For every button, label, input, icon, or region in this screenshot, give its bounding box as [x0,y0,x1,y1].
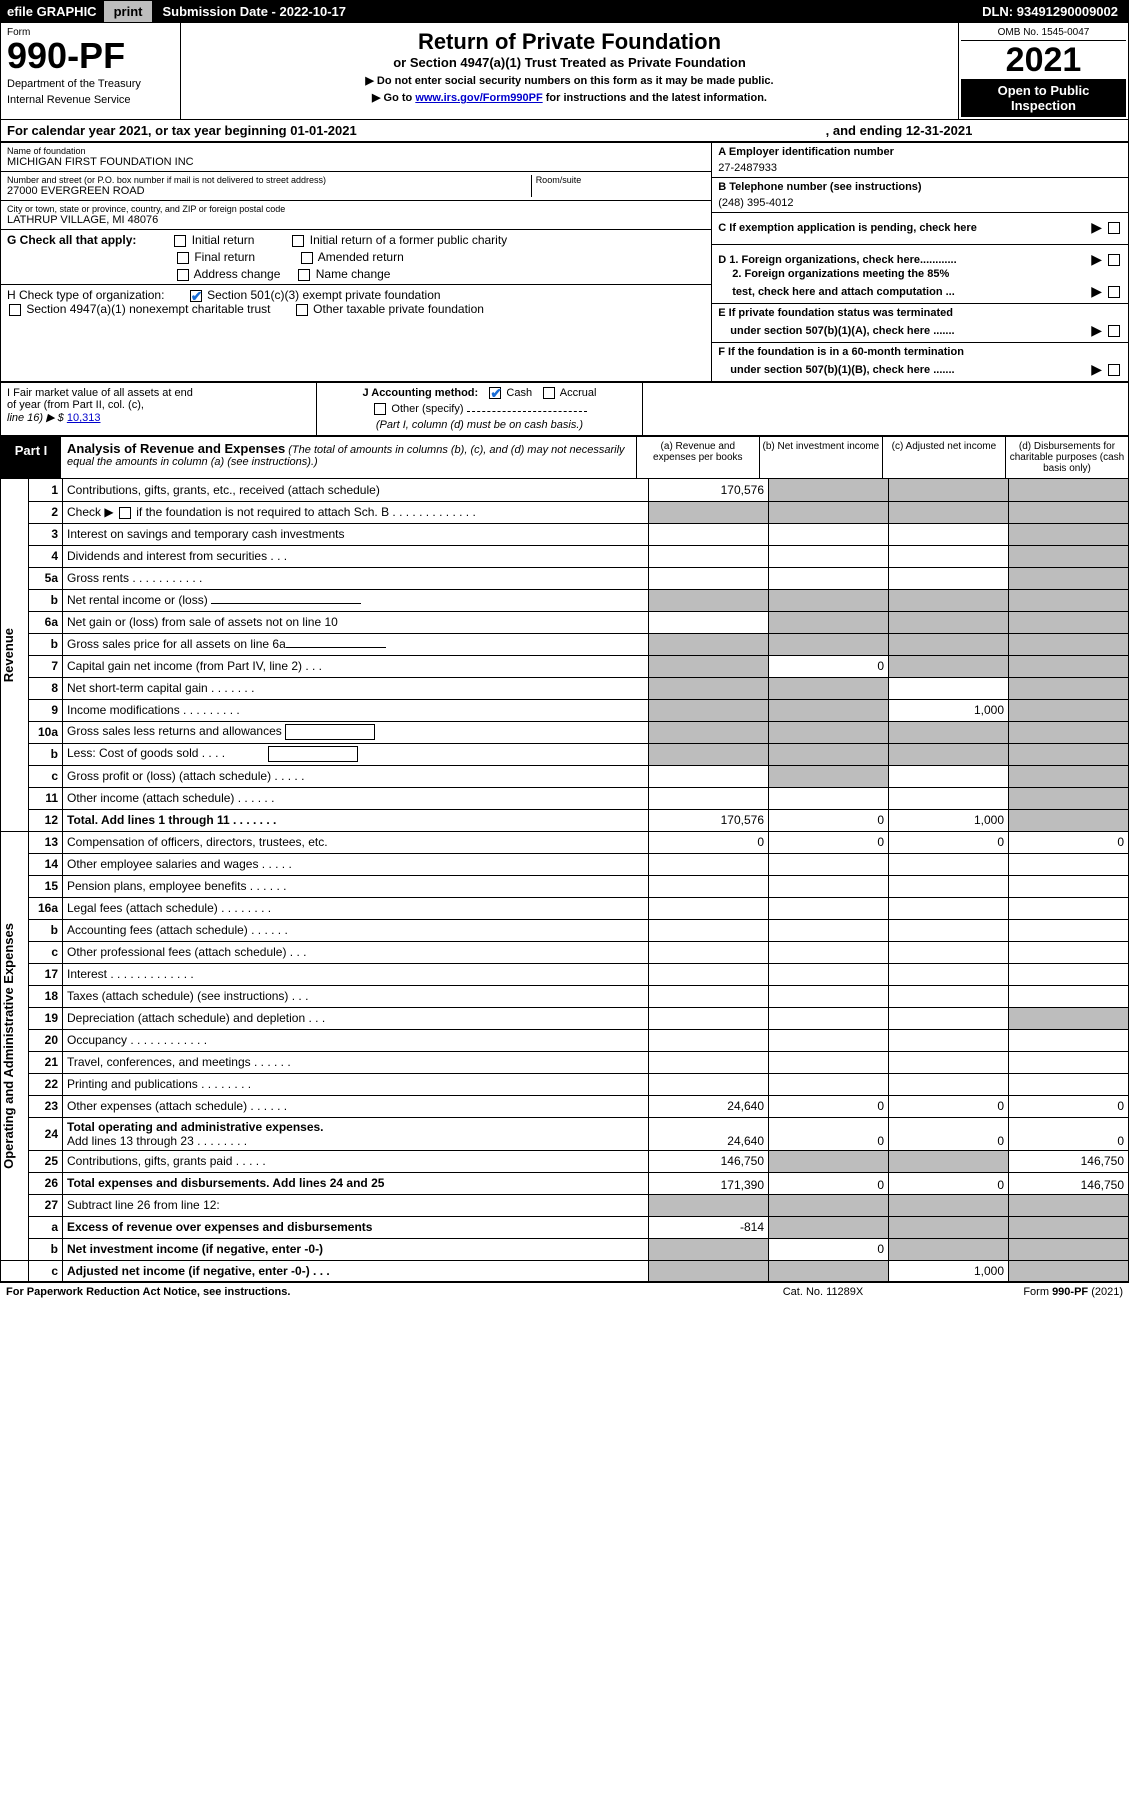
i-line2: of year (from Part II, col. (c), [7,399,310,411]
chk-initial-former[interactable] [292,235,304,247]
footer-left: For Paperwork Reduction Act Notice, see … [6,1286,723,1298]
chk-c[interactable] [1108,222,1120,234]
i-line1: I Fair market value of all assets at end [7,387,310,399]
submission-date: Submission Date - 2022-10-17 [152,1,972,22]
col-c-header: (c) Adjusted net income [882,437,1005,478]
j-label: J Accounting method: [362,387,478,399]
expenses-side-label: Operating and Administrative Expenses [1,923,16,1169]
g-label: G Check all that apply: [7,233,136,247]
chk-accrual[interactable] [543,387,555,399]
chk-cash[interactable] [489,387,501,399]
omb-number: OMB No. 1545-0047 [961,25,1126,41]
dln: DLN: 93491290009002 [972,1,1128,22]
chk-e[interactable] [1108,325,1120,337]
h-label: H Check type of organization: [7,288,164,302]
chk-other-taxable[interactable] [296,304,308,316]
revenue-side-label: Revenue [1,628,16,682]
chk-other-method[interactable] [374,403,386,415]
ein-value: 27-2487933 [718,162,1122,174]
part1-title: Analysis of Revenue and Expenses [67,441,285,456]
chk-address-change[interactable] [177,269,189,281]
irs-link[interactable]: www.irs.gov/Form990PF [415,92,542,104]
col-d-header: (d) Disbursements for charitable purpose… [1005,437,1128,478]
calendar-year-line: For calendar year 2021, or tax year begi… [0,120,1129,142]
j-note: (Part I, column (d) must be on cash basi… [376,419,583,431]
chk-d1[interactable] [1108,254,1120,266]
chk-f[interactable] [1108,364,1120,376]
addr-label: Number and street (or P.O. box number if… [7,175,531,185]
chk-4947[interactable] [9,304,21,316]
identification-block: Name of foundation MICHIGAN FIRST FOUNDA… [0,142,1129,383]
chk-final-return[interactable] [177,252,189,264]
chk-sch-b[interactable] [119,507,131,519]
print-button[interactable]: print [103,1,153,22]
efile-label: efile GRAPHIC [1,1,103,22]
ein-label: A Employer identification number [718,146,1122,158]
footer-cat: Cat. No. 11289X [723,1286,923,1298]
form-number: 990-PF [7,38,174,74]
form-header: Form 990-PF Department of the Treasury I… [0,23,1129,120]
page-footer: For Paperwork Reduction Act Notice, see … [0,1283,1129,1301]
instr-ssn: ▶ Do not enter social security numbers o… [187,74,952,87]
analysis-table: Revenue 1Contributions, gifts, grants, e… [0,479,1129,1283]
c-label: C If exemption application is pending, c… [718,222,1087,234]
chk-d2[interactable] [1108,286,1120,298]
col-b-header: (b) Net investment income [759,437,882,478]
city-value: LATHRUP VILLAGE, MI 48076 [7,214,705,226]
chk-initial-return[interactable] [174,235,186,247]
top-bar: efile GRAPHIC print Submission Date - 20… [0,0,1129,23]
phone-value: (248) 395-4012 [718,197,1122,209]
city-label: City or town, state or province, country… [7,204,705,214]
part1-header: Part I Analysis of Revenue and Expenses … [0,437,1129,479]
dept-irs: Internal Revenue Service [7,94,174,106]
part1-label: Part I [1,437,61,478]
dept-treasury: Department of the Treasury [7,78,174,90]
col-a-header: (a) Revenue and expenses per books [636,437,759,478]
chk-amended[interactable] [301,252,313,264]
phone-label: B Telephone number (see instructions) [718,181,1122,193]
room-label: Room/suite [536,175,706,185]
open-inspection: Open to Public Inspection [961,79,1126,117]
addr-value: 27000 EVERGREEN ROAD [7,185,531,197]
chk-501c3[interactable] [190,290,202,302]
instr-link: ▶ Go to www.irs.gov/Form990PF for instru… [187,91,952,104]
fmv-value[interactable]: 10,313 [67,412,101,424]
foundation-name: MICHIGAN FIRST FOUNDATION INC [7,156,705,168]
form-subtitle: or Section 4947(a)(1) Trust Treated as P… [187,55,952,70]
tax-year: 2021 [961,41,1126,79]
chk-name-change[interactable] [298,269,310,281]
form-title: Return of Private Foundation [187,29,952,55]
name-label: Name of foundation [7,146,705,156]
footer-form: Form 990-PF (2021) [923,1286,1123,1298]
d1-label: D 1. Foreign organizations, check here..… [718,254,1087,266]
lower-header-block: I Fair market value of all assets at end… [0,383,1129,437]
